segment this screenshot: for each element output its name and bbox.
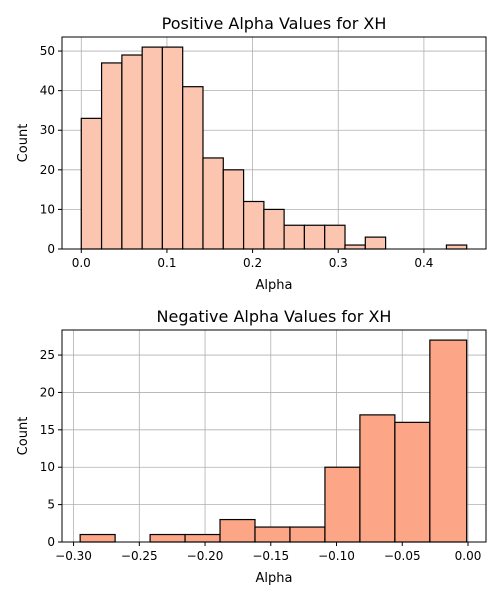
histogram-bar bbox=[80, 117, 103, 250]
plot-frame bbox=[61, 36, 487, 250]
bars bbox=[80, 46, 468, 250]
x-tick-label: 0.0 bbox=[72, 256, 91, 270]
histogram-bar bbox=[100, 62, 123, 250]
y-tick-label: 25 bbox=[40, 348, 55, 362]
x-axis-label: Alpha bbox=[256, 571, 293, 586]
x-ticks: −0.30 −0.25 −0.20 −0.15 −0.10 −0.05 0.00 bbox=[55, 542, 481, 563]
x-tick-label: 0.2 bbox=[243, 256, 262, 270]
histogram-bar bbox=[242, 200, 265, 250]
x-tick-label: −0.10 bbox=[318, 549, 355, 563]
x-tick-label: 0.4 bbox=[414, 256, 433, 270]
x-axis-label: Alpha bbox=[256, 278, 293, 293]
x-tick-label: −0.30 bbox=[55, 549, 92, 563]
histogram-bar bbox=[182, 86, 204, 250]
y-ticks: 0 5 10 15 20 25 bbox=[40, 348, 62, 549]
histogram-bar bbox=[149, 533, 186, 543]
histogram-bar bbox=[303, 224, 326, 250]
y-tick-label: 0 bbox=[47, 535, 55, 549]
histogram-bar bbox=[364, 236, 387, 250]
y-tick-label: 40 bbox=[40, 84, 55, 98]
histogram-bar bbox=[359, 414, 396, 543]
histogram-bar bbox=[121, 54, 143, 250]
y-axis-label: Count bbox=[16, 417, 31, 456]
histogram-bar bbox=[202, 157, 224, 250]
histogram-bar bbox=[263, 208, 285, 250]
histogram-bar bbox=[283, 224, 306, 250]
x-tick-label: −0.15 bbox=[252, 549, 289, 563]
y-tick-label: 15 bbox=[40, 423, 55, 437]
x-tick-label: 0.1 bbox=[157, 256, 176, 270]
x-ticks: 0.0 0.1 0.2 0.3 0.4 bbox=[72, 249, 433, 270]
histogram-bar bbox=[429, 339, 468, 543]
chart-title: Negative Alpha Values for XH bbox=[157, 307, 392, 326]
y-tick-label: 20 bbox=[40, 163, 55, 177]
y-tick-label: 30 bbox=[40, 123, 55, 137]
histogram-bar bbox=[222, 169, 245, 250]
chart-title: Positive Alpha Values for XH bbox=[162, 14, 387, 33]
x-tick-label: −0.25 bbox=[121, 549, 158, 563]
y-axis-label: Count bbox=[16, 124, 31, 163]
y-tick-label: 5 bbox=[47, 498, 55, 512]
x-tick-label: −0.20 bbox=[187, 549, 224, 563]
histogram-bar bbox=[289, 526, 326, 543]
histogram-bar bbox=[141, 46, 163, 250]
histogram-bar bbox=[79, 533, 116, 543]
y-tick-label: 50 bbox=[40, 44, 55, 58]
histogram-bar bbox=[394, 421, 431, 543]
positive-alpha-chart: 0.0 0.1 0.2 0.3 0.4 0 10 20 30 40 50 Positive Alp… bbox=[16, 14, 487, 293]
histogram-bar bbox=[324, 466, 361, 543]
x-tick-label: −0.05 bbox=[384, 549, 421, 563]
y-ticks: 0 10 20 30 40 50 bbox=[40, 44, 62, 256]
x-tick-label: 0.00 bbox=[455, 549, 482, 563]
y-tick-label: 20 bbox=[40, 385, 55, 399]
negative-alpha-chart: −0.30 −0.25 −0.20 −0.15 −0.10 −0.05 0.00 0 5 10 1… bbox=[16, 307, 487, 586]
histogram-bar bbox=[161, 46, 184, 250]
histogram-bar bbox=[219, 518, 256, 543]
histogram-bar bbox=[254, 526, 291, 543]
bars bbox=[79, 339, 468, 543]
x-tick-label: 0.3 bbox=[329, 256, 348, 270]
histogram-bar bbox=[324, 224, 346, 250]
histogram-bar bbox=[184, 533, 221, 543]
histogram-bar bbox=[344, 244, 366, 250]
y-tick-label: 0 bbox=[47, 242, 55, 256]
plot-frame bbox=[61, 329, 487, 543]
y-tick-label: 10 bbox=[40, 460, 55, 474]
y-tick-label: 10 bbox=[40, 202, 55, 216]
histogram-bar bbox=[445, 244, 468, 250]
